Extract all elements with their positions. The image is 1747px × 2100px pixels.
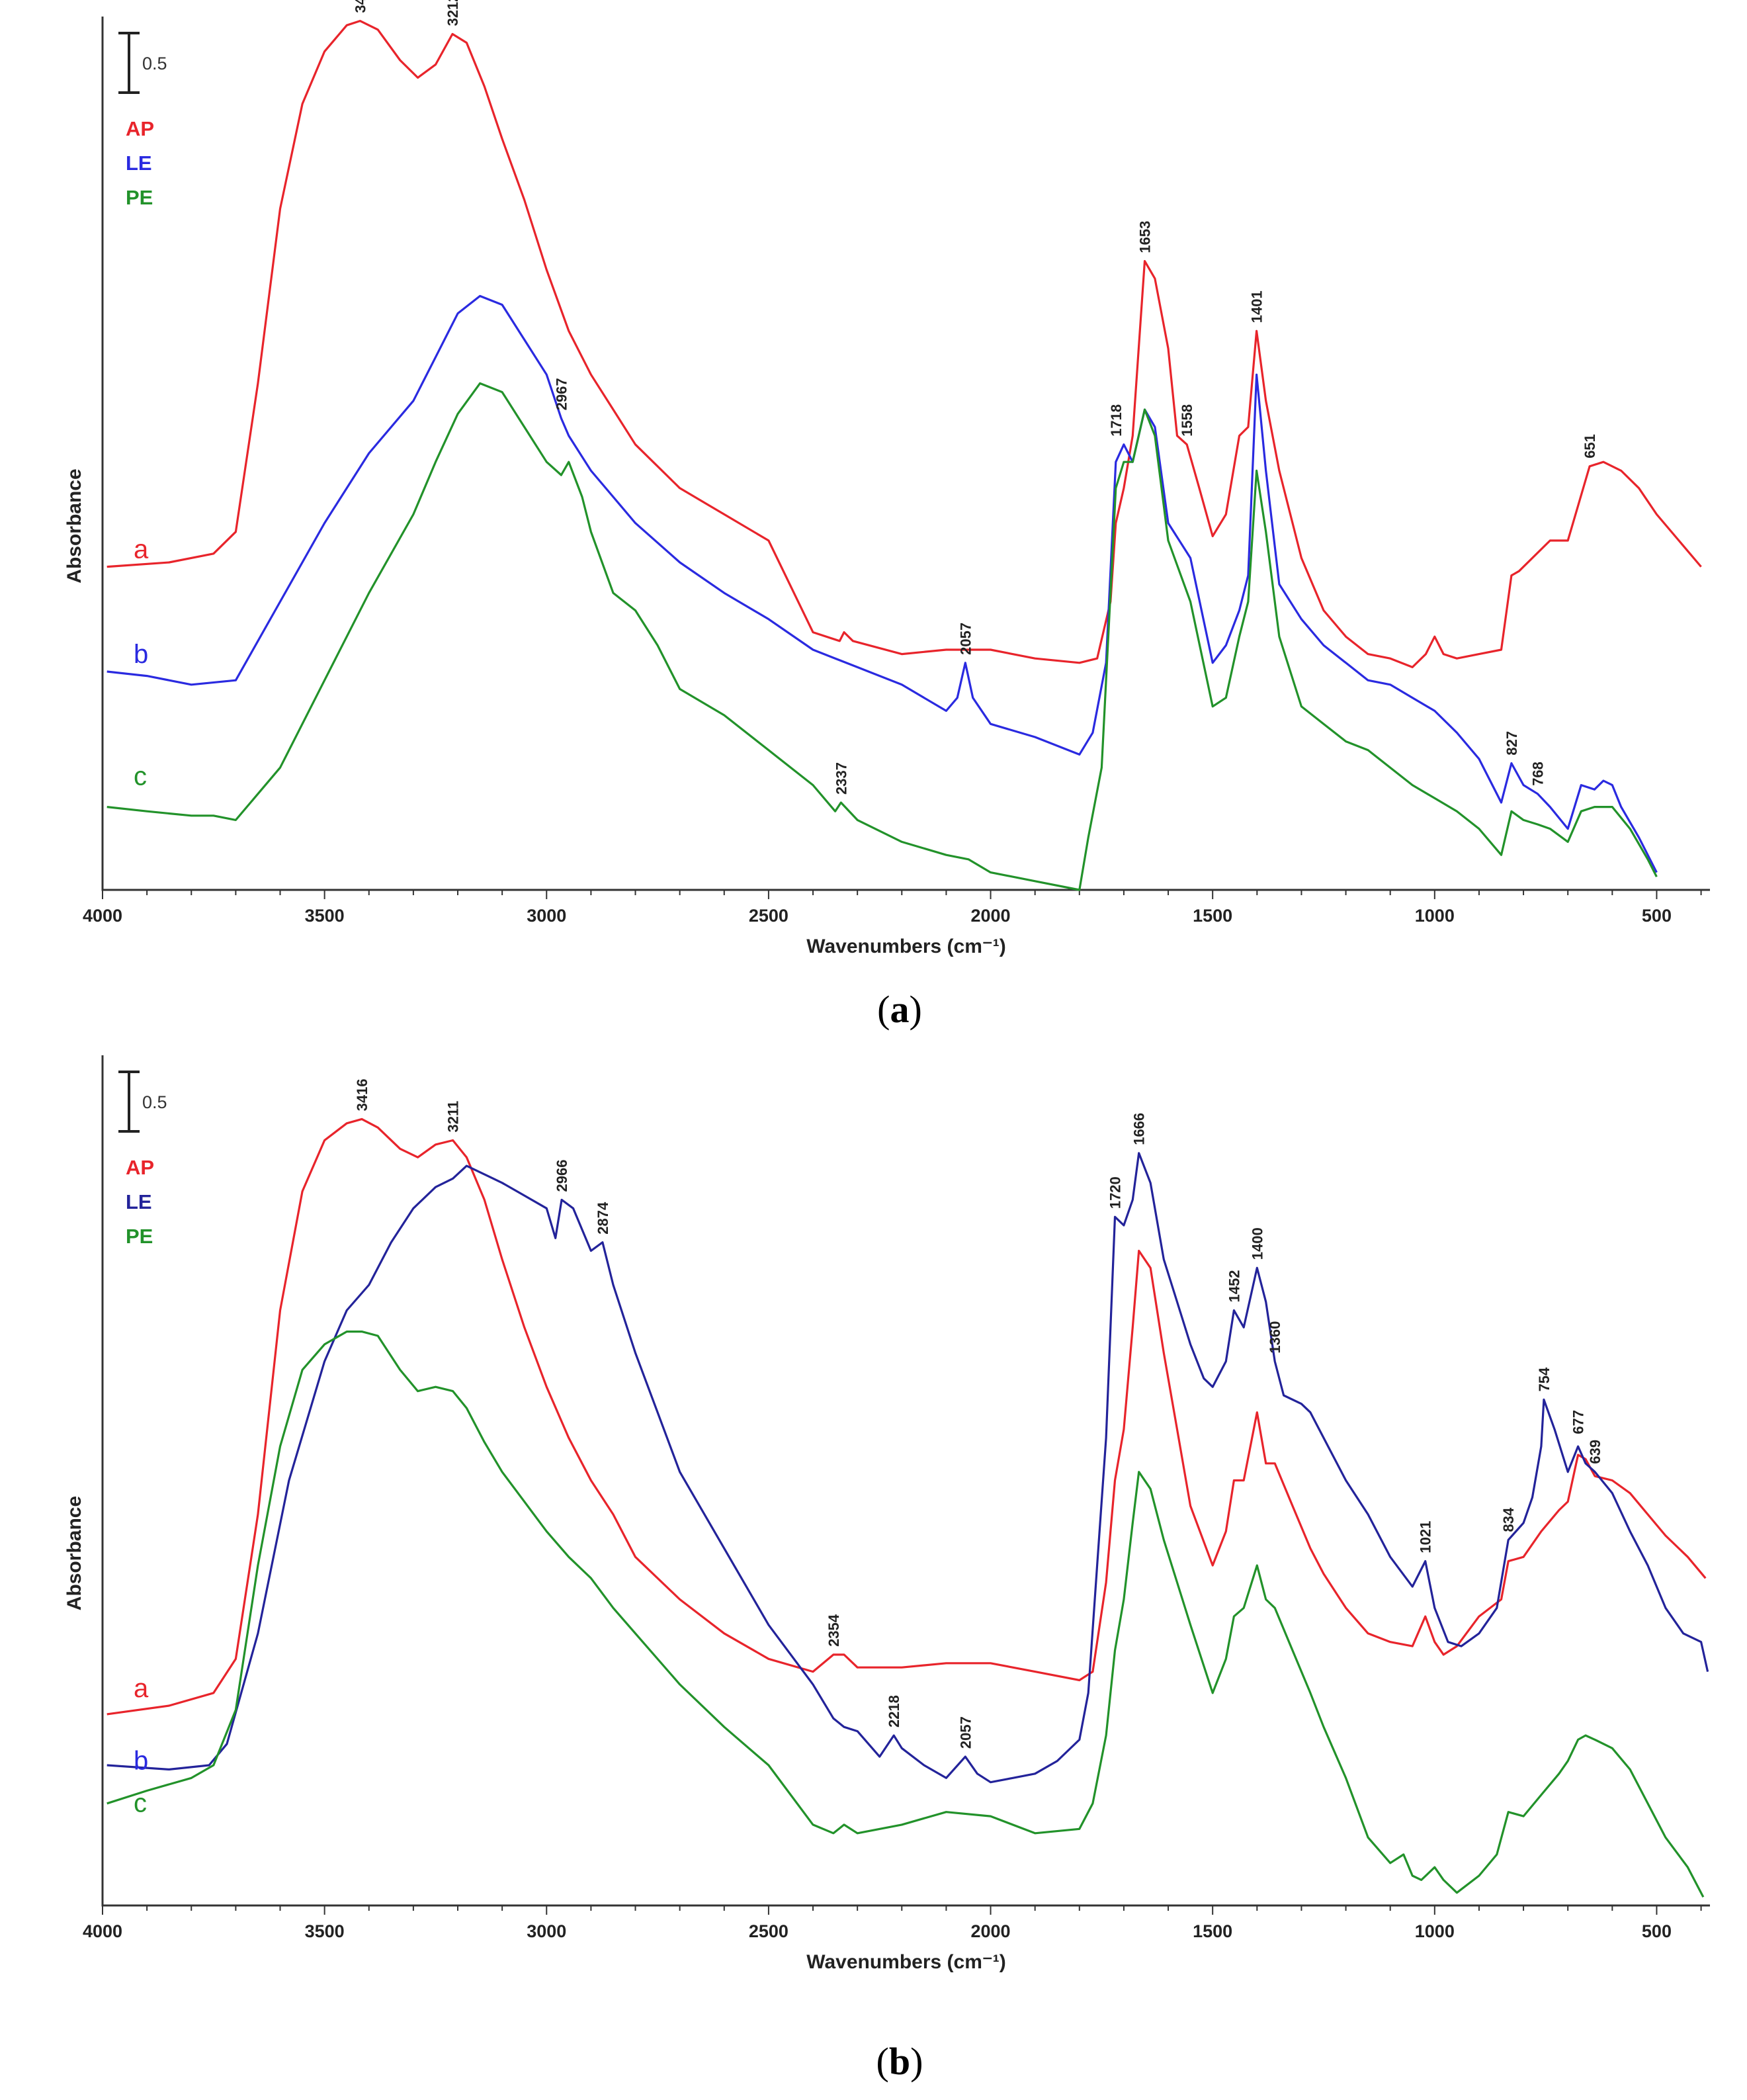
chart-panel-a: 4000 3500 3000 2500 2000 1500 1000 500 Wavenumbe… [64, 0, 1710, 1031]
peak-label-1360: 1360 [1267, 1321, 1283, 1354]
x-tick-label: 3000 [527, 906, 566, 926]
x-tick-label: 500 [1642, 1921, 1672, 1941]
x-tick-label: 4000 [83, 1921, 122, 1941]
y-axis-title: Absorbance [64, 468, 85, 583]
peak-label-2874: 2874 [595, 1202, 611, 1235]
x-tick-label: 2500 [749, 906, 788, 926]
series-line-le [107, 294, 1658, 873]
peak-label-651: 651 [1582, 434, 1598, 459]
peak-label-1400: 1400 [1249, 1227, 1265, 1260]
peak-label-3211: 3211 [445, 1101, 462, 1133]
curve-letter-a: a [134, 1674, 149, 1703]
peak-label-1401: 1401 [1249, 290, 1265, 323]
x-tick-label: 3000 [527, 1921, 566, 1941]
x-tick-label: 1000 [1415, 906, 1455, 926]
peak-label-677: 677 [1570, 1410, 1587, 1434]
peak-label-3212: 3212 [445, 0, 461, 26]
curve-letter-b: b [134, 640, 148, 669]
peak-label-1452: 1452 [1226, 1270, 1242, 1303]
legend-le: LE [126, 1190, 152, 1213]
peak-label-1720: 1720 [1107, 1176, 1123, 1209]
scale-bar [118, 1071, 140, 1133]
x-tick-label: 1500 [1193, 906, 1232, 926]
peak-label-3416: 3416 [354, 1078, 370, 1111]
peak-label-1653: 1653 [1136, 221, 1153, 253]
x-tick-label: 500 [1642, 906, 1672, 926]
axis-frame [101, 17, 1710, 891]
curve-letter-c: c [134, 1789, 147, 1818]
series-line-pe [107, 1331, 1705, 1898]
peak-label-2218: 2218 [886, 1695, 902, 1728]
chart-panel-b: 4000 3500 3000 2500 2000 1500 1000 500 Wavenumbe… [64, 1055, 1710, 2083]
peak-label-2337: 2337 [833, 762, 849, 795]
legend-ap: AP [126, 1156, 154, 1179]
peak-label-1021: 1021 [1418, 1521, 1434, 1553]
curve-letter-c: c [134, 762, 147, 791]
series-line-ap [107, 1117, 1707, 1716]
peak-label-827: 827 [1504, 731, 1520, 756]
scale-bar-label: 0.5 [142, 1092, 167, 1112]
peak-label-1718: 1718 [1108, 404, 1125, 437]
legend-le: LE [126, 152, 152, 175]
series-line-le [107, 1152, 1709, 1784]
y-axis-title: Absorbance [64, 1496, 85, 1610]
curve-letter-a: a [134, 535, 149, 564]
axis-frame [101, 1055, 1710, 1907]
peak-label-2966: 2966 [554, 1159, 570, 1192]
peak-label-639: 639 [1587, 1440, 1603, 1464]
curve-letter-b: b [134, 1746, 148, 1775]
series-line-pe [107, 382, 1658, 891]
x-tick-label: 2000 [971, 906, 1011, 926]
peak-label-2354: 2354 [826, 1614, 842, 1647]
peak-label-754: 754 [1536, 1367, 1553, 1391]
panel-caption-a: (a) [877, 988, 922, 1031]
peak-label-1666: 1666 [1131, 1113, 1148, 1145]
panel-caption-b: (b) [876, 2040, 923, 2083]
peak-label-834: 834 [1500, 1507, 1517, 1532]
x-tick-label: 1000 [1415, 1921, 1455, 1941]
x-axis-title: Wavenumbers (cm⁻¹) [806, 936, 1005, 957]
legend-pe: PE [126, 186, 153, 209]
x-tick-label: 4000 [83, 906, 122, 926]
peak-label-768: 768 [1530, 762, 1547, 786]
peak-label-3420: 3420 [352, 0, 368, 13]
scale-bar-label: 0.5 [142, 54, 167, 73]
x-tick-label: 2000 [971, 1921, 1011, 1941]
x-tick-label: 1500 [1193, 1921, 1232, 1941]
x-tick-label: 3500 [305, 906, 345, 926]
x-axis-title: Wavenumbers (cm⁻¹) [806, 1951, 1005, 1973]
scale-bar [118, 32, 140, 94]
legend-ap: AP [126, 117, 154, 140]
series-line-ap [107, 20, 1702, 668]
peak-label-1558: 1558 [1179, 404, 1195, 437]
peak-label-2967: 2967 [553, 378, 570, 410]
legend-pe: PE [126, 1225, 153, 1248]
peak-label-2057: 2057 [957, 623, 974, 655]
peak-label-2057: 2057 [957, 1716, 974, 1749]
x-tick-label: 3500 [305, 1921, 345, 1941]
x-tick-label: 2500 [749, 1921, 788, 1941]
